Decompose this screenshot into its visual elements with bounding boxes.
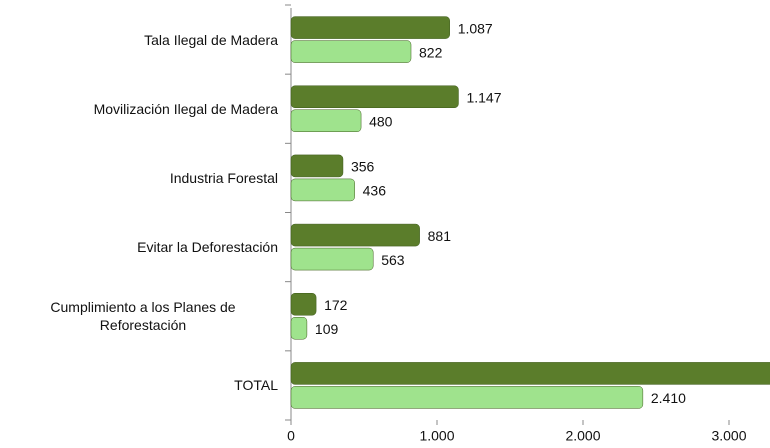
value-label: 1.087 <box>458 20 493 36</box>
x-tick-label: 3.000 <box>711 428 746 444</box>
bar <box>290 154 344 178</box>
bar <box>290 85 459 108</box>
value-label: 2.410 <box>651 390 686 406</box>
x-tick-label: 0 <box>287 428 295 444</box>
category-label-box: TOTAL <box>0 376 278 394</box>
value-label: 881 <box>428 228 452 244</box>
value-label: 563 <box>381 252 405 268</box>
category-label-box: Evitar la Deforestación <box>0 238 278 256</box>
bar <box>290 16 450 39</box>
bar <box>290 362 770 385</box>
y-tick-label: Cumplimiento a los Planes de Reforestaci… <box>50 299 236 334</box>
category-label-box: Cumplimiento a los Planes de Reforestaci… <box>0 298 278 334</box>
bar <box>290 178 355 202</box>
bar <box>290 247 374 271</box>
bar <box>290 386 644 409</box>
bar <box>290 40 412 63</box>
y-tick-label: Tala Ilegal de Madera <box>144 31 278 48</box>
category-label-box: Tala Ilegal de Madera <box>0 31 278 49</box>
value-label: 480 <box>369 113 393 129</box>
bar <box>290 293 317 316</box>
category-label-box: Movilización Ilegal de Madera <box>0 100 278 118</box>
y-tick-label: Movilización Ilegal de Madera <box>93 100 278 117</box>
value-label: 172 <box>324 297 348 313</box>
bar <box>290 109 362 132</box>
y-tick-label: Evitar la Deforestación <box>137 239 278 256</box>
value-label: 822 <box>419 44 443 60</box>
bar <box>290 223 420 247</box>
x-tick-label: 2.000 <box>565 428 600 444</box>
value-label: 109 <box>315 321 339 337</box>
y-tick-label: TOTAL <box>234 377 278 394</box>
bar <box>290 317 308 340</box>
value-label: 436 <box>363 183 387 199</box>
category-label-box: Industria Forestal <box>0 169 278 187</box>
value-label: 1.147 <box>466 89 501 105</box>
bars <box>290 16 770 409</box>
value-label: 356 <box>351 159 375 175</box>
x-tick-label: 1.000 <box>419 428 454 444</box>
y-tick-label: Industria Forestal <box>169 169 278 186</box>
